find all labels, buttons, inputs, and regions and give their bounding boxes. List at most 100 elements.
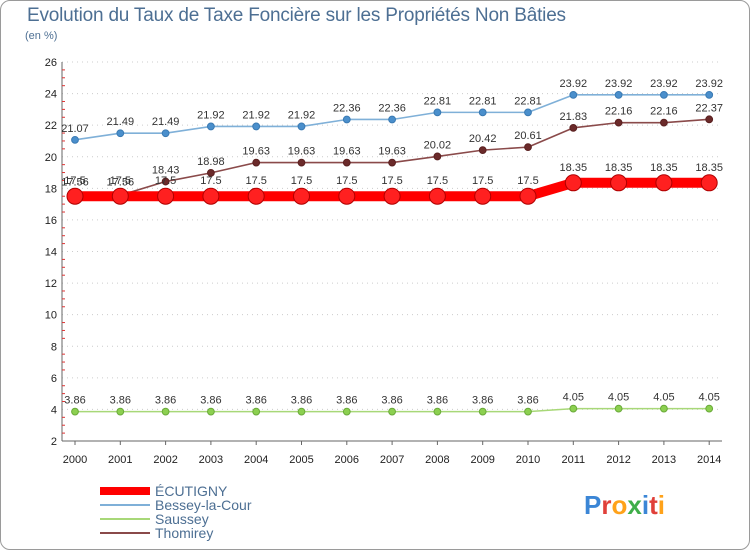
data-label: 17.5: [517, 175, 538, 187]
data-point: [660, 404, 668, 413]
data-label: 17.5: [291, 175, 312, 187]
data-label: 17.5: [381, 175, 402, 187]
data-point: [207, 407, 215, 416]
data-point: [338, 187, 356, 205]
legend-label: Thomirey: [155, 525, 213, 541]
data-label: 3.86: [64, 395, 85, 407]
data-point: [705, 115, 714, 124]
data-point: [161, 177, 170, 186]
legend-label: Saussey: [155, 511, 209, 527]
data-label: 17.5: [155, 175, 176, 187]
data-label: 3.86: [245, 395, 266, 407]
x-tick-label: 2000: [63, 454, 87, 466]
data-point: [71, 135, 79, 144]
data-label: 21.92: [242, 109, 270, 121]
data-point: [202, 187, 220, 205]
chart-title: Evolution du Taux de Taxe Foncière sur l…: [27, 5, 566, 26]
data-label: 19.63: [378, 146, 406, 158]
data-point: [388, 158, 397, 167]
series-cutigny: [66, 174, 718, 205]
x-tick-label: 2011: [561, 454, 585, 466]
x-tick-label: 2005: [289, 454, 313, 466]
x-tick-label: 2010: [516, 454, 540, 466]
x-tick-label: 2004: [244, 454, 268, 466]
data-label: 20.02: [424, 139, 452, 151]
unit-label: (en %): [25, 30, 58, 42]
y-tick-label: 20: [45, 152, 57, 164]
data-point: [569, 123, 578, 132]
data-label: 20.61: [514, 130, 542, 142]
data-point: [660, 118, 668, 127]
data-label: 23.92: [560, 78, 588, 90]
data-label: 18.35: [695, 162, 723, 174]
data-label: 22.16: [605, 106, 633, 118]
data-label: 4.05: [698, 392, 719, 404]
data-label: 22.36: [333, 102, 361, 114]
data-point: [297, 122, 306, 131]
data-label: 19.63: [333, 146, 361, 158]
data-point: [297, 158, 306, 167]
data-point: [524, 407, 532, 416]
data-point: [524, 143, 532, 152]
x-tick-label: 2003: [199, 454, 223, 466]
data-point: [705, 90, 714, 99]
data-point: [660, 90, 668, 99]
data-label: 18.35: [605, 162, 633, 174]
y-tick-label: 10: [45, 310, 57, 322]
data-label: 17.5: [110, 175, 131, 187]
y-tick-label: 4: [51, 404, 57, 416]
data-label: 3.86: [336, 395, 357, 407]
data-label: 19.63: [288, 146, 316, 158]
data-point: [161, 129, 170, 138]
data-label: 17.56: [61, 176, 89, 188]
data-point: [524, 108, 532, 117]
legend-item-saussey: Saussey: [100, 511, 209, 527]
series-bessey-la-cour: [71, 90, 714, 144]
data-point: [207, 122, 215, 131]
data-label: 18.35: [560, 162, 588, 174]
data-label: 17.5: [200, 175, 221, 187]
data-label: 22.81: [424, 95, 452, 107]
data-label: 22.37: [695, 102, 723, 114]
y-tick-label: 22: [45, 120, 57, 132]
data-point: [478, 407, 487, 416]
x-tick-label: 2009: [470, 454, 494, 466]
data-point: [71, 407, 79, 416]
data-point: [293, 187, 310, 205]
data-label: 17.5: [427, 175, 448, 187]
data-point: [428, 187, 446, 205]
x-tick-label: 2013: [652, 454, 676, 466]
y-tick-label: 24: [45, 89, 57, 101]
series-saussey: [71, 404, 714, 416]
data-label: 3.86: [110, 395, 131, 407]
data-label: 17.5: [245, 175, 266, 187]
data-label: 4.05: [653, 392, 674, 404]
x-tick-label: 2002: [153, 454, 177, 466]
data-label: 18.43: [152, 165, 180, 177]
data-point: [433, 407, 442, 416]
data-point: [614, 404, 623, 413]
data-point: [116, 129, 125, 138]
data-label: 18.98: [197, 156, 225, 168]
data-label: 21.83: [560, 111, 588, 123]
data-point: [383, 187, 401, 205]
data-point: [705, 404, 714, 413]
data-point: [478, 108, 487, 117]
y-tick-label: 14: [45, 247, 57, 259]
y-tick-label: 6: [51, 373, 57, 385]
data-label: 20.42: [469, 133, 497, 145]
y-tick-label: 8: [51, 341, 57, 353]
data-point: [207, 168, 215, 177]
data-label: 21.92: [197, 109, 225, 121]
data-point: [342, 115, 351, 124]
data-point: [478, 146, 487, 155]
x-tick-label: 2012: [606, 454, 630, 466]
data-label: 21.07: [61, 123, 89, 135]
data-point: [569, 90, 578, 99]
data-label: 17.5: [336, 175, 357, 187]
data-label: 4.05: [563, 392, 584, 404]
data-label: 3.86: [427, 395, 448, 407]
data-point: [433, 108, 442, 117]
data-label: 3.86: [472, 395, 493, 407]
